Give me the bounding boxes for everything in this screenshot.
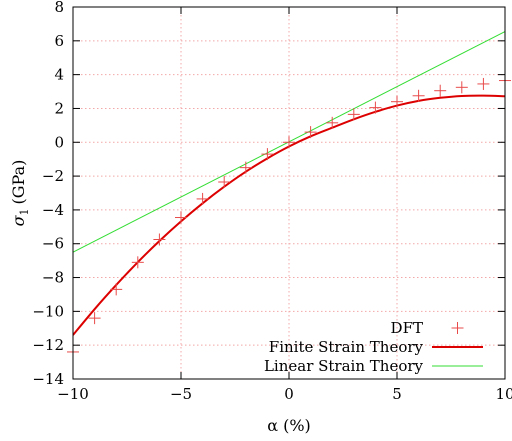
y-tick-label: −2	[42, 167, 64, 185]
y-tick-label: 4	[54, 66, 64, 84]
y-tick-label: −10	[32, 302, 64, 320]
data-point	[477, 77, 490, 90]
data-point	[239, 161, 252, 174]
data-point	[175, 211, 187, 224]
y-tick-label: 0	[54, 133, 64, 151]
legend-label: DFT	[391, 319, 423, 337]
data-point	[369, 101, 382, 114]
data-point	[326, 116, 339, 129]
data-point	[391, 95, 403, 108]
y-label-subscript: 1	[18, 208, 31, 215]
x-tick-label: 5	[392, 385, 402, 403]
x-axis-label: α (%)	[267, 416, 311, 435]
data-point	[88, 312, 101, 325]
y-tick-label: −14	[32, 370, 64, 388]
data-point	[218, 176, 231, 189]
y-tick-label: −12	[32, 336, 64, 354]
x-tick-label: −10	[57, 385, 89, 403]
chart-series	[67, 31, 511, 358]
legend-label: Finite Strain Theory	[269, 338, 424, 356]
grid-lines	[72, 6, 506, 380]
axis-ticks: −10 −5 0 5 10 −14 −12 −10 −8 −6 −4 −2 0 2 4 6 8	[32, 0, 512, 403]
x-tick-label: 0	[284, 385, 294, 403]
data-point	[131, 256, 144, 269]
x-tick-label: −5	[170, 385, 192, 403]
y-tick-label: −6	[42, 235, 64, 253]
data-point	[110, 283, 123, 296]
data-point	[347, 108, 360, 121]
y-tick-label: −4	[42, 201, 64, 219]
data-point	[434, 84, 447, 97]
data-point	[455, 81, 468, 94]
y-axis-label: σ1 (GPa)	[9, 160, 31, 227]
y-label-unit: (GPa)	[9, 160, 28, 205]
data-point	[261, 148, 274, 161]
y-tick-label: −8	[42, 269, 64, 287]
data-point	[196, 192, 209, 205]
y-label-symbol: σ	[9, 214, 28, 226]
y-tick-label: 8	[54, 0, 64, 16]
y-tick-label: 6	[54, 32, 64, 50]
data-point	[304, 126, 317, 139]
x-tick-label: 10	[495, 385, 512, 403]
legend-label: Linear Strain Theory	[264, 357, 424, 375]
data-point	[283, 136, 295, 149]
data-point	[153, 233, 166, 246]
data-point	[412, 89, 425, 102]
y-tick-label: 2	[54, 99, 64, 117]
